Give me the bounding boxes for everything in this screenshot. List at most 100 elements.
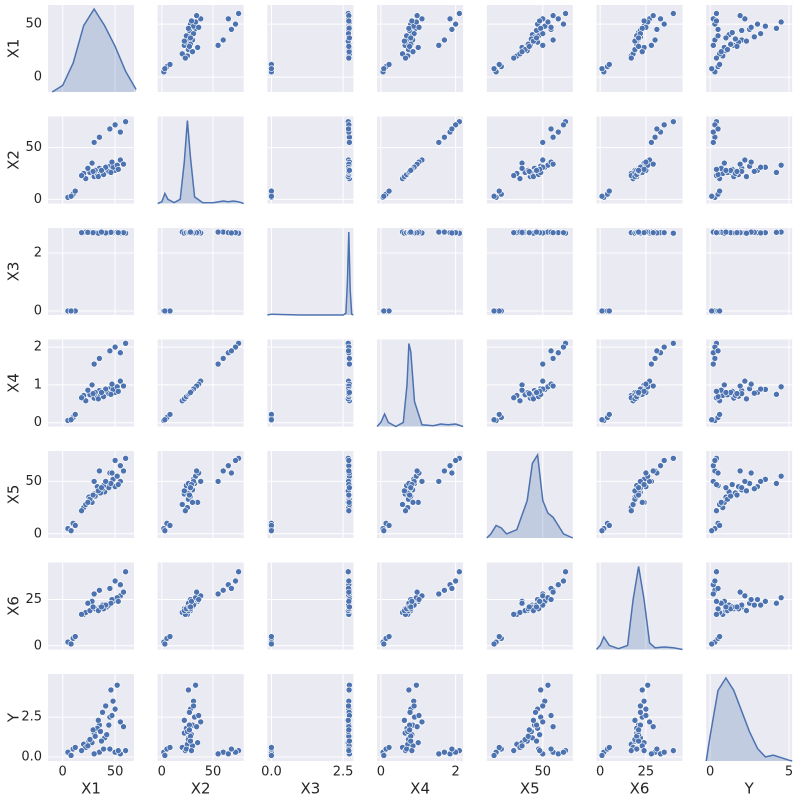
scatter-point (108, 469, 116, 477)
x-axis-label: Y (744, 780, 755, 798)
x-tick-label: 2 (451, 765, 459, 780)
panel-background (157, 228, 244, 315)
kde-line (486, 452, 574, 539)
scatter-point (90, 750, 98, 758)
scatter-point (406, 491, 413, 499)
scatter-point (728, 481, 736, 488)
kde-line (267, 231, 354, 316)
scatter-point (635, 726, 642, 734)
scatter-point (743, 395, 750, 403)
scatter-point (399, 501, 406, 508)
scatter-point (197, 478, 204, 485)
scatter-point (435, 590, 443, 598)
scatter-point (120, 160, 127, 168)
scatter-point (448, 125, 456, 133)
scatter-point (727, 492, 734, 500)
scatter-point (490, 192, 498, 200)
scatter-point (89, 603, 97, 611)
scatter-point (722, 34, 730, 42)
scatter-point (187, 34, 194, 42)
scatter-point (195, 712, 202, 719)
scatter-point (452, 457, 459, 464)
scatter-point (345, 54, 353, 62)
scatter-point (525, 43, 533, 50)
scatter-point (228, 229, 235, 237)
scatter-point (533, 228, 540, 236)
scatter-point (108, 158, 116, 166)
y-tick-label: 2 (34, 340, 42, 355)
scatter-point (648, 42, 655, 49)
scatter-point (627, 54, 635, 62)
scatter-point (105, 721, 113, 729)
scatter-point (533, 737, 540, 745)
scatter-point (648, 750, 655, 758)
scatter-point (714, 26, 722, 33)
scatter-point (518, 48, 526, 55)
scatter-point (78, 747, 85, 754)
scatter-point (268, 744, 275, 751)
scatter-point (409, 48, 417, 55)
scatter-point (407, 167, 415, 174)
y-tick-label: 0 (34, 303, 42, 318)
scatter-point (192, 681, 199, 689)
scatter-point (195, 596, 202, 603)
scatter-point (188, 598, 195, 605)
scatter-point (344, 568, 352, 576)
x-axis-label: X3 (300, 780, 320, 798)
scatter-point (186, 709, 193, 716)
y-tick-label: 1 (34, 377, 42, 392)
scatter-point (100, 745, 107, 753)
scatter-point (380, 752, 388, 759)
scatter-point (106, 745, 114, 753)
scatter-point (456, 568, 463, 576)
scatter-point (708, 527, 716, 534)
scatter-point (407, 34, 415, 42)
scatter-point (98, 167, 105, 174)
kde-line (157, 120, 244, 205)
scatter-point (446, 462, 454, 469)
scatter-point (407, 228, 415, 236)
scatter-point (716, 61, 723, 68)
scatter-point (114, 598, 122, 605)
scatter-point (84, 742, 92, 750)
scatter-point (518, 229, 526, 236)
scatter-point (414, 44, 422, 51)
scatter-point (733, 491, 741, 499)
scatter-point (547, 745, 555, 753)
scatter-point (747, 596, 755, 603)
panel-background (267, 339, 354, 427)
scatter-point (98, 228, 105, 236)
scatter-point (67, 752, 75, 759)
y-tick-label: 2 (34, 245, 42, 260)
scatter-point (345, 598, 353, 605)
scatter-point (187, 389, 194, 396)
scatter-point (751, 168, 758, 175)
scatter-point (710, 42, 717, 49)
scatter-point (562, 10, 569, 17)
scatter-point (401, 716, 408, 724)
scatter-point (642, 712, 650, 719)
scatter-point (635, 737, 642, 745)
scatter-point (708, 307, 716, 315)
x-tick-label: 50 (107, 765, 124, 780)
scatter-point (640, 747, 648, 754)
scatter-point (642, 705, 650, 713)
scatter-point (402, 54, 409, 62)
scatter-point (344, 716, 352, 724)
scatter-point (635, 34, 642, 42)
scatter-point (738, 27, 746, 34)
x-tick-label: 25 (638, 765, 655, 780)
scatter-point (345, 726, 353, 734)
scatter-point (452, 121, 459, 129)
scatter-point (651, 355, 659, 362)
scatter-point (490, 640, 498, 648)
scatter-point (71, 522, 79, 529)
scatter-point (525, 726, 533, 734)
scatter-point (547, 712, 555, 719)
scatter-point (441, 467, 448, 475)
scatter-point (96, 467, 103, 475)
x-axis-label: X5 (520, 780, 540, 798)
scatter-point (71, 633, 79, 640)
scatter-point (549, 229, 557, 236)
scatter-point (117, 128, 124, 136)
